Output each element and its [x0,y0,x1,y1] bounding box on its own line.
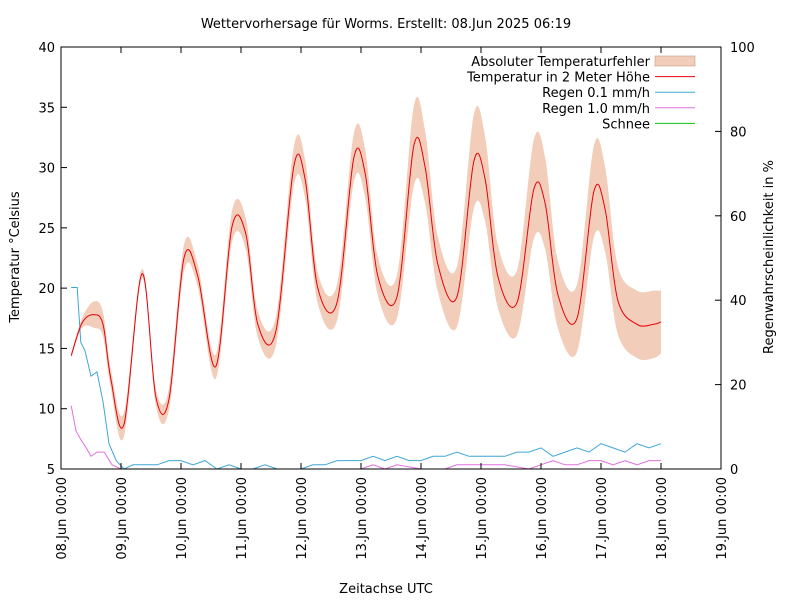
x-tick-label: 17.Jun 00:00 [595,477,610,560]
y-tick-label: 30 [38,162,55,177]
y-tick-label: 5 [47,463,55,478]
y-tick-label: 35 [38,101,55,116]
x-tick-label: 11.Jun 00:00 [235,477,250,560]
y2-tick-label: 80 [730,125,747,140]
x-tick-label: 12.Jun 00:00 [295,477,310,560]
y2-tick-label: 20 [730,379,747,394]
y2-tick-label: 100 [730,41,755,56]
chart-title: Wettervorhersage für Worms. Erstellt: 08… [201,17,571,32]
x-axis-label: Zeitachse UTC [339,582,433,597]
y2-tick-label: 0 [730,463,738,478]
legend-swatch [654,55,696,67]
x-tick-label: 08.Jun 00:00 [55,477,70,560]
y-axis-label: Temperatur °Celsius [8,191,23,324]
x-tick-label: 10.Jun 00:00 [175,477,190,560]
axes-layer: 5 10 15 20 25 30 35 40 0 20 40 60 80 100 08.Jun 00:00 0… [38,41,754,560]
plot-frame [60,46,722,470]
x-tick-label: 19.Jun 00:00 [715,477,730,560]
x-tick-label: 16.Jun 00:00 [535,477,550,560]
y-tick-label: 20 [38,282,55,297]
legend-label: Regen 1.0 mm/h [542,102,650,117]
y-tick-label: 40 [38,41,55,56]
legend-label: Regen 0.1 mm/h [542,86,650,101]
y2-tick-label: 40 [730,294,747,309]
y2-axis-label: Regenwahrscheinlichkeit in % [762,160,777,354]
legend-label: Absoluter Temperaturfehler [471,55,650,70]
legend-label: Schnee [602,117,650,132]
temperature-line [70,137,662,429]
x-tick-label: 15.Jun 00:00 [475,477,490,560]
x-tick-label: 09.Jun 00:00 [115,477,130,560]
y-tick-label: 10 [38,403,55,418]
y-tick-label: 15 [38,342,55,357]
x-tick-label: 14.Jun 00:00 [415,477,430,560]
y-tick-label: 25 [38,222,55,237]
legend-label: Temperatur in 2 Meter Höhe [466,71,650,86]
x-tick-label: 13.Jun 00:00 [355,477,370,560]
x-tick-label: 18.Jun 00:00 [655,477,670,560]
y2-tick-label: 60 [730,210,747,225]
